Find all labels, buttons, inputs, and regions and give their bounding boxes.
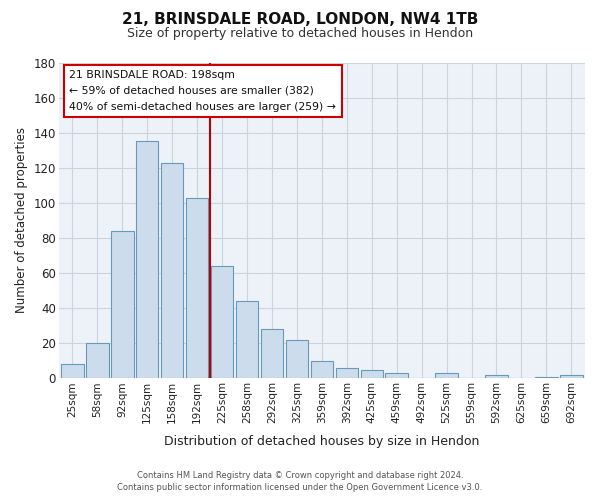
Bar — [61, 364, 83, 378]
Y-axis label: Number of detached properties: Number of detached properties — [15, 128, 28, 314]
Bar — [136, 142, 158, 378]
Bar — [286, 340, 308, 378]
Bar — [86, 344, 109, 378]
Bar — [335, 368, 358, 378]
Bar — [535, 376, 557, 378]
Text: 21 BRINSDALE ROAD: 198sqm
← 59% of detached houses are smaller (382)
40% of semi: 21 BRINSDALE ROAD: 198sqm ← 59% of detac… — [69, 70, 336, 112]
Bar — [261, 330, 283, 378]
X-axis label: Distribution of detached houses by size in Hendon: Distribution of detached houses by size … — [164, 434, 479, 448]
Bar — [161, 162, 184, 378]
Bar — [385, 373, 408, 378]
Bar — [211, 266, 233, 378]
Bar — [236, 301, 258, 378]
Bar — [436, 373, 458, 378]
Bar — [111, 231, 134, 378]
Text: Contains HM Land Registry data © Crown copyright and database right 2024.
Contai: Contains HM Land Registry data © Crown c… — [118, 471, 482, 492]
Bar — [560, 375, 583, 378]
Bar — [186, 198, 208, 378]
Text: 21, BRINSDALE ROAD, LONDON, NW4 1TB: 21, BRINSDALE ROAD, LONDON, NW4 1TB — [122, 12, 478, 28]
Text: Size of property relative to detached houses in Hendon: Size of property relative to detached ho… — [127, 28, 473, 40]
Bar — [485, 375, 508, 378]
Bar — [311, 361, 333, 378]
Bar — [361, 370, 383, 378]
